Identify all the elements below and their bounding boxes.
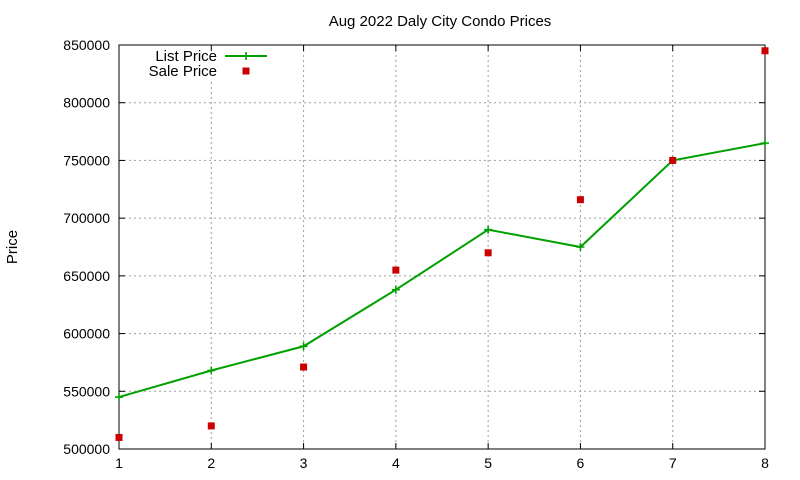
legend-label-list-price: List Price bbox=[155, 48, 217, 65]
y-tick-label: 550000 bbox=[63, 383, 110, 399]
legend-marker-sale-price bbox=[242, 67, 250, 75]
y-axis-label: Price bbox=[4, 230, 21, 264]
x-tick-label: 2 bbox=[207, 455, 215, 471]
data-point bbox=[484, 225, 493, 234]
data-point bbox=[115, 393, 123, 402]
y-tick-label: 700000 bbox=[63, 210, 110, 226]
legend: List Price Sale Price bbox=[149, 48, 267, 80]
x-tick-label: 8 bbox=[761, 455, 769, 471]
data-point bbox=[299, 342, 308, 351]
axis-ticks: 1 2 3 4 5 6 7 8 500000 550000 600000 650000 700000 75… bbox=[63, 37, 769, 471]
data-point bbox=[115, 433, 123, 441]
data-point bbox=[300, 363, 308, 371]
x-tick-label: 4 bbox=[392, 455, 400, 471]
data-point bbox=[761, 139, 769, 148]
y-tick-label: 750000 bbox=[63, 152, 110, 168]
data-point bbox=[484, 249, 492, 257]
legend-marker-list-price bbox=[242, 52, 250, 60]
x-tick-label: 1 bbox=[115, 455, 123, 471]
data-point bbox=[576, 243, 585, 251]
data-point bbox=[207, 366, 216, 375]
legend-label-sale-price: Sale Price bbox=[149, 63, 217, 80]
x-tick-label: 5 bbox=[484, 455, 492, 471]
series-line bbox=[118, 142, 766, 399]
x-tick-label: 3 bbox=[300, 455, 308, 471]
y-tick-label: 500000 bbox=[63, 441, 110, 457]
x-tick-label: 7 bbox=[669, 455, 677, 471]
y-tick-label: 850000 bbox=[63, 37, 110, 53]
plot-frame bbox=[118, 44, 766, 450]
data-point bbox=[391, 285, 400, 294]
data-point bbox=[761, 47, 769, 55]
chart-title: Aug 2022 Daly City Condo Prices bbox=[329, 13, 552, 30]
data-point bbox=[392, 266, 400, 274]
y-tick-label: 600000 bbox=[63, 326, 110, 342]
y-tick-label: 650000 bbox=[63, 268, 110, 284]
x-tick-label: 6 bbox=[577, 455, 585, 471]
grid bbox=[119, 45, 765, 449]
series-0 bbox=[115, 139, 769, 402]
data-point bbox=[669, 156, 677, 164]
data-point bbox=[207, 422, 215, 430]
y-tick-label: 800000 bbox=[63, 95, 110, 111]
series bbox=[115, 47, 769, 441]
series-1 bbox=[115, 47, 769, 441]
data-point bbox=[576, 196, 584, 204]
